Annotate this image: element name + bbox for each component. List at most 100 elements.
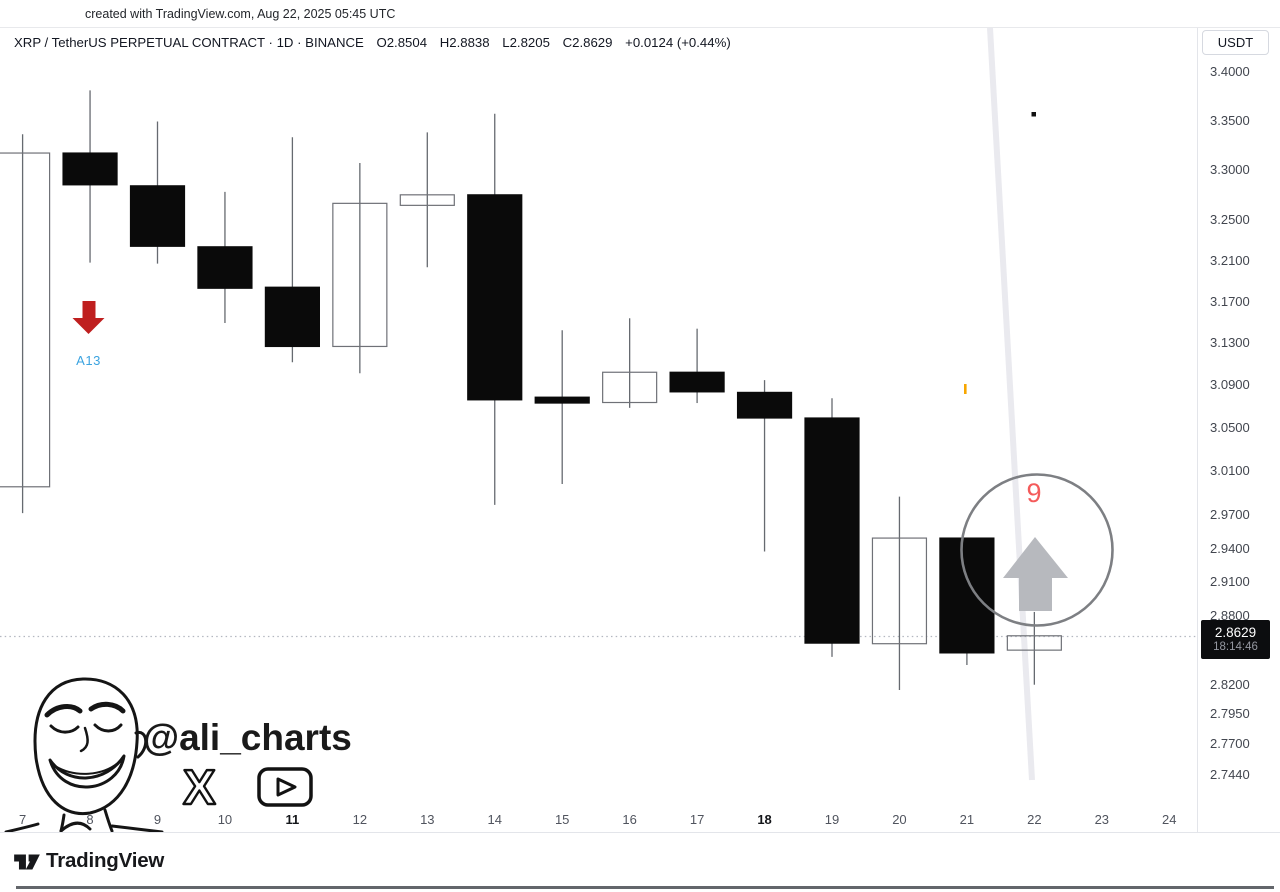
candle-body	[939, 537, 995, 654]
time-axis-label-17[interactable]: 17	[690, 812, 704, 827]
face-brow-right	[88, 701, 126, 714]
candle-16	[602, 318, 658, 408]
candle-body	[467, 194, 523, 401]
time-axis-label-11[interactable]: 11	[286, 812, 300, 827]
candle-14	[467, 113, 523, 505]
time-axis-label-20[interactable]: 20	[892, 812, 906, 827]
candle-12	[332, 162, 388, 374]
tradingview-logo-icon[interactable]	[12, 847, 42, 877]
candle-8	[62, 90, 118, 263]
candle-body	[534, 396, 590, 404]
x-twitter-icon: X	[183, 761, 216, 815]
face-brow-left	[44, 704, 83, 718]
sell-signal-label: A13	[76, 353, 101, 368]
candle-body	[399, 194, 455, 206]
candle-body	[332, 202, 388, 348]
candle-body	[736, 391, 793, 419]
watermark-handle: @ali_charts	[143, 717, 352, 758]
price-tick-2.9700: 2.9700	[1210, 507, 1250, 523]
price-tick-3.0900: 3.0900	[1210, 377, 1250, 393]
candle-body	[129, 185, 186, 247]
price-tick-2.7950: 2.7950	[1210, 706, 1250, 722]
face-ear	[134, 730, 148, 759]
price-chart-canvas[interactable]: A13 9 7 8 9 10 11 12 13 14 15 16 17 18 19 20 21 22 23 24	[0, 28, 1197, 832]
time-axis-label-13[interactable]: 13	[420, 812, 434, 827]
bar-countdown: 18:14:46	[1213, 641, 1258, 653]
chart-bottom-divider	[0, 832, 1280, 833]
time-axis-label-23[interactable]: 23	[1095, 812, 1109, 827]
candle-11	[264, 137, 320, 363]
price-tick-3.1300: 3.1300	[1210, 335, 1250, 351]
time-axis-label-10[interactable]: 10	[218, 812, 232, 827]
price-tick-3.0100: 3.0100	[1210, 463, 1250, 479]
symbol-header[interactable]: XRP / TetherUS PERPETUAL CONTRACT · 1D ·…	[14, 35, 731, 51]
price-tick-2.8200: 2.8200	[1210, 677, 1250, 693]
ohlc-low: L2.8205	[502, 35, 550, 50]
price-tick-2.7440: 2.7440	[1210, 766, 1250, 782]
face-collar	[59, 821, 92, 832]
ohlc-open: O2.8504	[376, 35, 428, 50]
price-tick-3.1700: 3.1700	[1210, 293, 1250, 309]
currency-toggle-button[interactable]: USDT	[1202, 30, 1269, 55]
tradingview-brand-text[interactable]: TradingView	[46, 849, 165, 872]
candle-body	[871, 537, 928, 645]
candle-22	[1006, 611, 1062, 685]
last-price-badge: 2.8629 18:14:46	[1201, 620, 1270, 659]
candle-19	[804, 398, 860, 657]
buy-signal-label: 9	[1026, 478, 1041, 508]
candle-body	[669, 371, 725, 393]
symbol-title[interactable]: XRP / TetherUS PERPETUAL CONTRACT · 1D ·…	[14, 35, 364, 50]
candle-15	[534, 330, 590, 485]
face-neck-right	[103, 808, 114, 832]
time-axis-label-22[interactable]: 22	[1027, 812, 1041, 827]
price-axis[interactable]	[1197, 28, 1280, 832]
time-axis-label-9[interactable]: 9	[154, 812, 161, 827]
separator-line	[987, 28, 1035, 781]
price-tick-3.2500: 3.2500	[1210, 211, 1250, 227]
time-axis-label-8[interactable]: 8	[86, 812, 93, 827]
candle-body	[804, 417, 860, 644]
high-dot-marker	[1031, 112, 1036, 117]
face-shoulder-left	[4, 822, 40, 832]
candle-body	[62, 152, 118, 186]
time-axis-label-15[interactable]: 15	[555, 812, 569, 827]
highlight-circle	[960, 473, 1114, 627]
candles-layer	[0, 90, 1062, 690]
candle-body	[1006, 635, 1062, 651]
candle-10	[197, 191, 253, 323]
created-with-label: created with TradingView.com, Aug 22, 20…	[85, 7, 396, 21]
price-tick-3.4000: 3.4000	[1210, 64, 1250, 79]
face-nose	[79, 726, 89, 753]
time-axis-label-7[interactable]: 7	[19, 812, 26, 827]
candle-18	[736, 380, 793, 552]
time-axis-label-16[interactable]: 16	[622, 812, 636, 827]
face-shoulder-right	[110, 824, 164, 832]
candle-body	[264, 286, 320, 348]
candle-13	[399, 132, 455, 268]
candle-20	[871, 496, 928, 690]
price-tick-2.7700: 2.7700	[1210, 735, 1250, 751]
footer-divider	[16, 886, 1274, 889]
candle-17	[669, 328, 725, 404]
time-axis-label-19[interactable]: 19	[825, 812, 839, 827]
candle-7	[0, 134, 51, 514]
time-axis-label-12[interactable]: 12	[353, 812, 367, 827]
price-tick-3.0500: 3.0500	[1210, 420, 1250, 436]
time-axis[interactable]: 7 8 9 10 11 12 13 14 15 16 17 18 19 20 21 22 23 24	[19, 812, 1177, 827]
face-eye-left	[49, 724, 80, 734]
time-axis-label-24[interactable]: 24	[1162, 812, 1176, 827]
face-smile	[48, 754, 126, 789]
time-axis-label-14[interactable]: 14	[488, 812, 502, 827]
candle-9	[129, 121, 186, 264]
face-sketch	[4, 677, 164, 832]
buy-signal-marker[interactable]: 9	[960, 473, 1114, 627]
ohlc-close: C2.8629	[562, 35, 613, 50]
time-axis-label-18[interactable]: 18	[757, 812, 771, 827]
candle-body	[0, 152, 51, 488]
orange-tick-marker	[964, 384, 967, 394]
sell-signal-marker[interactable]: A13	[72, 301, 105, 368]
time-axis-label-21[interactable]: 21	[960, 812, 974, 827]
watermark: @ali_charts X	[4, 677, 352, 832]
price-tick-3.3500: 3.3500	[1210, 112, 1250, 128]
